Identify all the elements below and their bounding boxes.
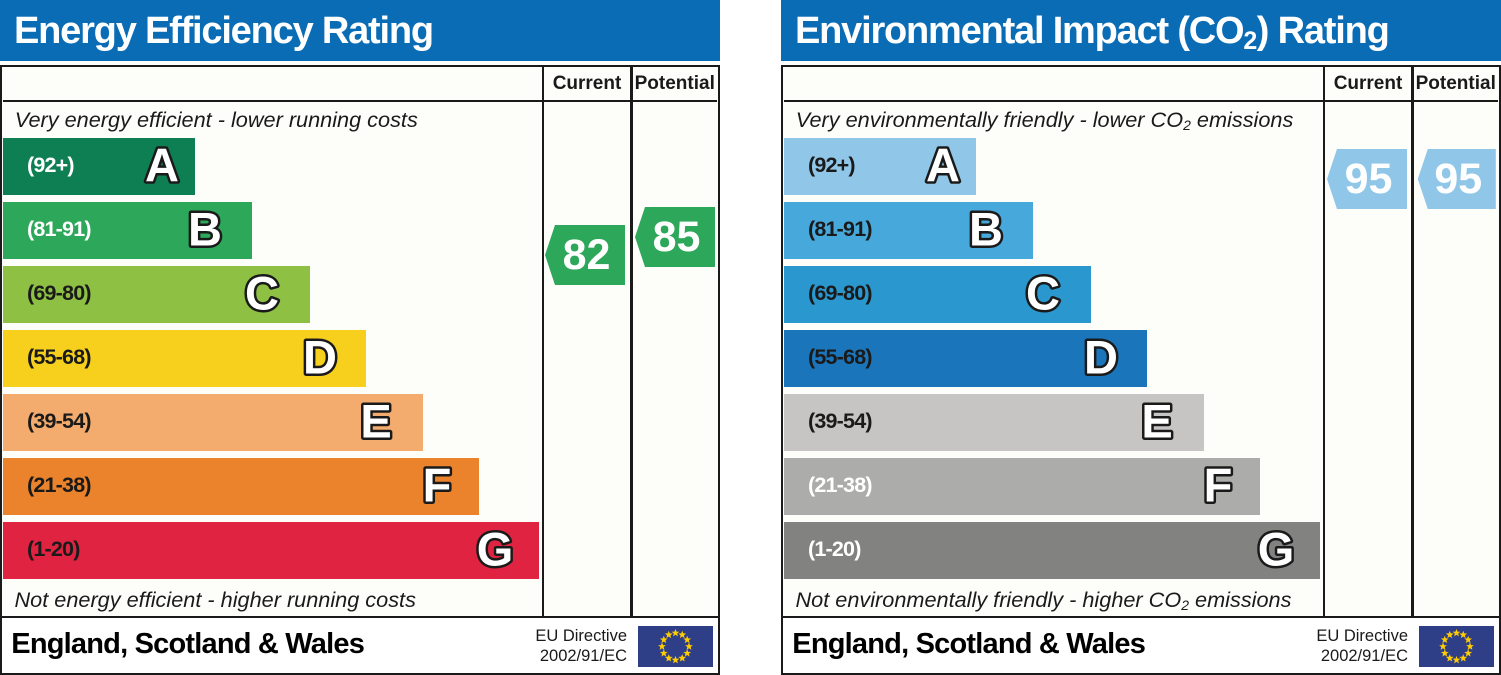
svg-text:A: A xyxy=(926,139,960,192)
svg-text:G: G xyxy=(1258,523,1295,576)
svg-text:C: C xyxy=(245,267,279,320)
svg-text:B: B xyxy=(969,203,1003,256)
svg-text:C: C xyxy=(1026,267,1060,320)
svg-text:D: D xyxy=(1084,331,1118,384)
svg-text:F: F xyxy=(422,459,451,512)
svg-text:D: D xyxy=(303,331,337,384)
svg-text:B: B xyxy=(188,203,222,256)
svg-text:E: E xyxy=(360,395,391,448)
svg-text:A: A xyxy=(145,139,179,192)
svg-text:E: E xyxy=(1141,395,1172,448)
svg-text:G: G xyxy=(477,523,514,576)
svg-text:F: F xyxy=(1203,459,1232,512)
